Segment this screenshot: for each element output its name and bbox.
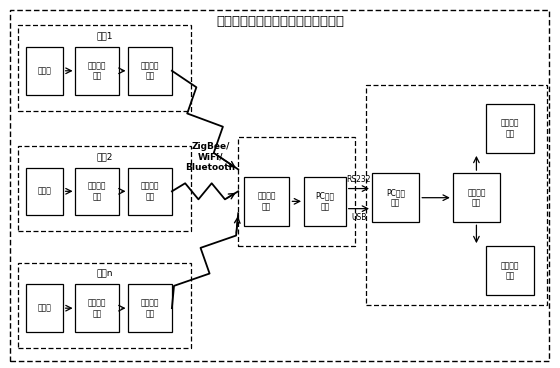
Text: 节点1: 节点1 xyxy=(96,32,113,41)
Text: 压缩采样
模块: 压缩采样 模块 xyxy=(88,61,106,81)
Bar xyxy=(128,284,172,332)
Bar xyxy=(76,47,119,95)
Text: 传感器: 传感器 xyxy=(38,187,52,196)
Text: 信号重构
模块: 信号重构 模块 xyxy=(467,188,486,208)
Text: USB: USB xyxy=(351,213,367,222)
Text: 数据显示
模块: 数据显示 模块 xyxy=(501,118,519,138)
Bar xyxy=(76,284,119,332)
Bar xyxy=(128,167,172,215)
Text: 节点n: 节点n xyxy=(96,269,113,278)
Text: 压缩采样
模块: 压缩采样 模块 xyxy=(88,298,106,318)
Bar xyxy=(452,173,500,222)
Text: 基于压缩感知的躯体传感器网络系统: 基于压缩感知的躯体传感器网络系统 xyxy=(216,15,344,28)
Text: ZigBee/
WiFi/
Bluetooth: ZigBee/ WiFi/ Bluetooth xyxy=(185,142,235,171)
Bar xyxy=(372,173,419,222)
Bar xyxy=(18,25,191,111)
Bar xyxy=(486,246,534,296)
Bar xyxy=(304,177,346,226)
Bar xyxy=(238,137,355,246)
Bar xyxy=(26,284,63,332)
Text: RS232: RS232 xyxy=(347,175,371,184)
Text: 无线传输
模块: 无线传输 模块 xyxy=(141,181,160,201)
Text: 节点2: 节点2 xyxy=(96,152,113,161)
Text: PC通信
模块: PC通信 模块 xyxy=(315,192,334,211)
Bar xyxy=(76,167,119,215)
Bar xyxy=(26,167,63,215)
Text: 无线传输
模块: 无线传输 模块 xyxy=(141,61,160,81)
Bar xyxy=(18,146,191,231)
Text: 无线接收
模块: 无线接收 模块 xyxy=(258,192,276,211)
Bar xyxy=(486,104,534,153)
Bar xyxy=(128,47,172,95)
Text: 传感器: 传感器 xyxy=(38,66,52,75)
Bar xyxy=(366,85,548,305)
Bar xyxy=(26,47,63,95)
Text: PC运行
模块: PC运行 模块 xyxy=(386,188,405,208)
Text: 压缩采样
模块: 压缩采样 模块 xyxy=(88,181,106,201)
Text: 数据分析
模块: 数据分析 模块 xyxy=(501,261,519,280)
Text: 无线传输
模块: 无线传输 模块 xyxy=(141,298,160,318)
Bar xyxy=(244,177,290,226)
Bar xyxy=(18,262,191,348)
Text: 传感器: 传感器 xyxy=(38,304,52,313)
